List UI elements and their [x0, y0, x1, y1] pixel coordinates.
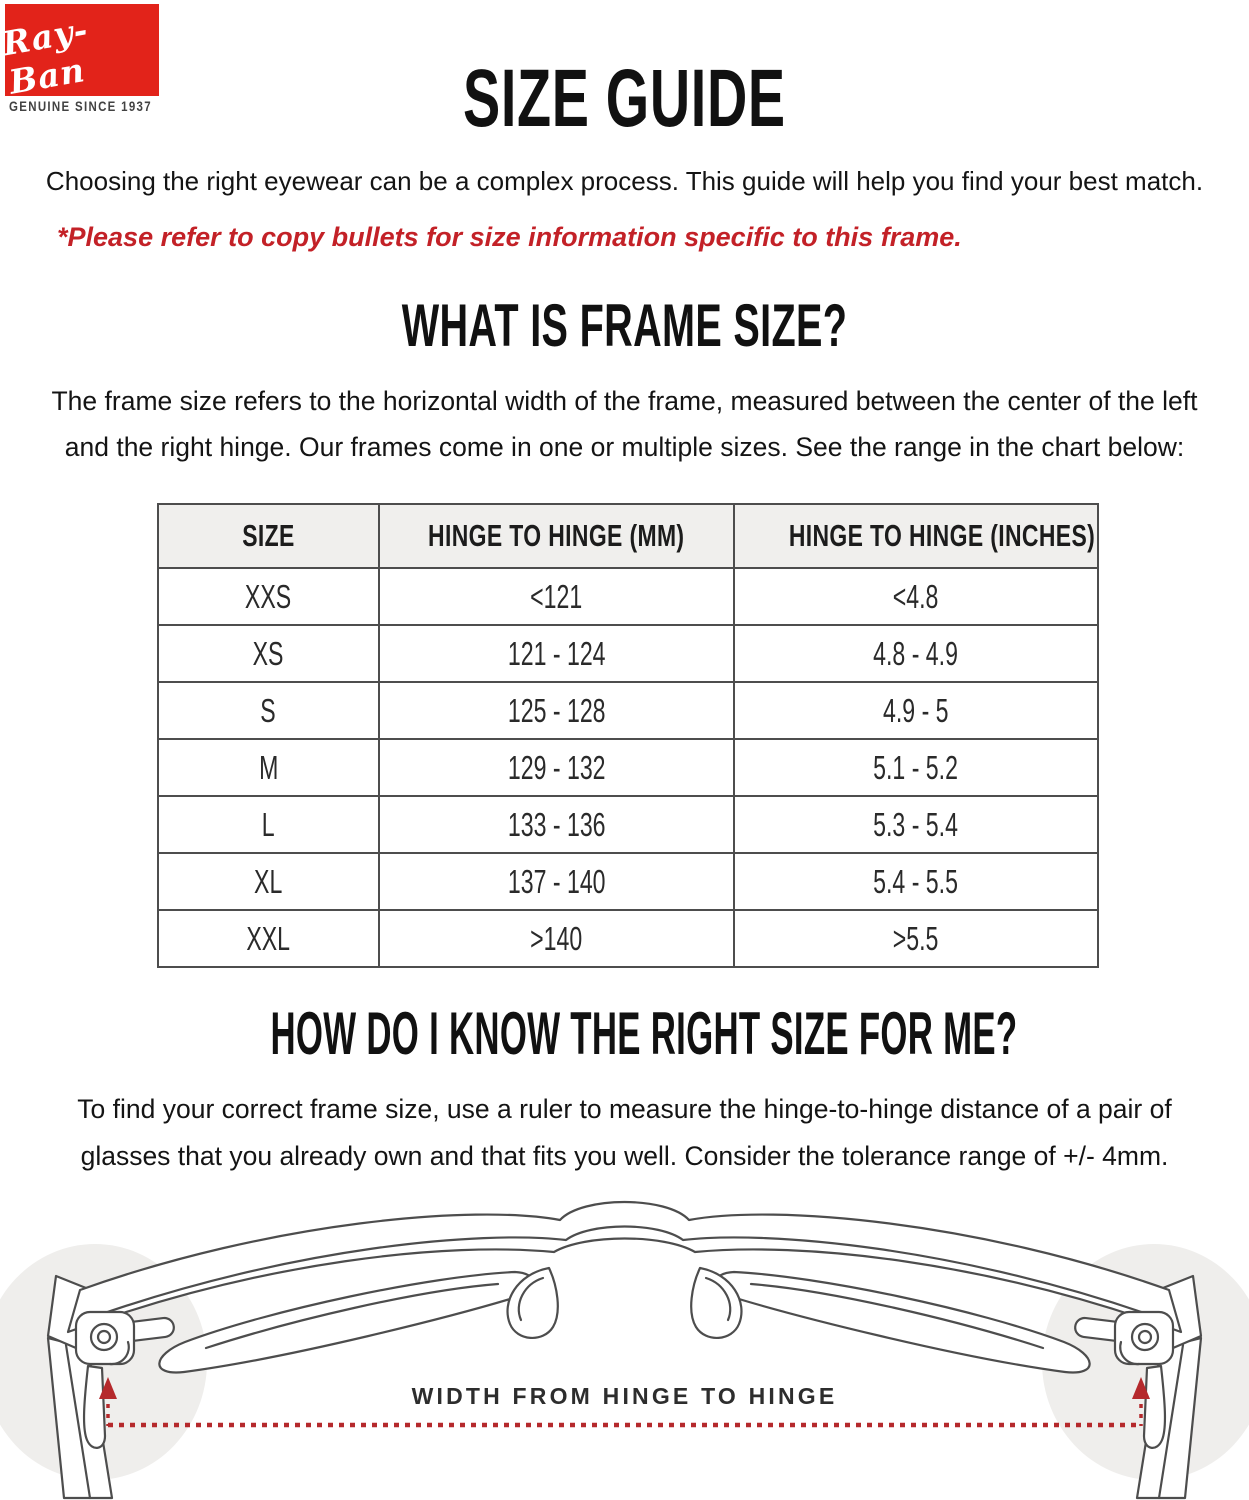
- size-table: SIZE HINGE TO HINGE (MM) HINGE TO HINGE …: [157, 503, 1099, 968]
- frame-specific-note: *Please refer to copy bullets for size i…: [57, 222, 962, 252]
- right-size-heading-text: HOW DO I KNOW THE RIGHT SIZE FOR ME?: [270, 1000, 1018, 1067]
- cell-size: L: [157, 795, 380, 854]
- page-title: SIZE GUIDE: [0, 56, 1249, 158]
- cell-size-text: M: [258, 748, 279, 786]
- cell-size: XL: [157, 852, 380, 911]
- frame-front-detail-line: [94, 1225, 1155, 1318]
- cell-mm-text: 137 - 140: [507, 862, 606, 900]
- cell-inches-text: 5.1 - 5.2: [873, 748, 959, 786]
- table-row-m: M 129 - 132 5.1 - 5.2: [157, 738, 1099, 797]
- cell-inches: 5.3 - 5.4: [733, 795, 1099, 854]
- cell-size: XS: [157, 624, 380, 683]
- frame-size-description: The frame size refers to the horizontal …: [0, 378, 1249, 470]
- left-hinge-screw-center-icon: [96, 1329, 112, 1345]
- left-temple-tip: [82, 1364, 107, 1449]
- cell-inches-text: 5.3 - 5.4: [873, 805, 959, 843]
- right-hinge-ring: [1119, 1340, 1141, 1366]
- left-lens-detail-line: [204, 1282, 500, 1350]
- right-size-heading: HOW DO I KNOW THE RIGHT SIZE FOR ME?: [0, 1002, 1249, 1079]
- page-title-text: SIZE GUIDE: [463, 53, 786, 144]
- right-hinge-screw-center-icon: [1137, 1329, 1153, 1345]
- cell-inches-text: >5.5: [893, 919, 939, 957]
- table-row-l: L 133 - 136 5.3 - 5.4: [157, 795, 1099, 854]
- cell-inches-text: 4.8 - 4.9: [873, 634, 959, 672]
- cell-mm: 121 - 124: [378, 624, 735, 683]
- table-row-s: S 125 - 128 4.9 - 5: [157, 681, 1099, 740]
- right-measure-arrow-up-icon: [1132, 1377, 1150, 1399]
- left-nose-pad-detail: [517, 1276, 545, 1322]
- frame-size-heading-text: WHAT IS FRAME SIZE?: [401, 292, 848, 359]
- table-row-xxl: XXL >140 >5.5: [157, 909, 1099, 968]
- right-temple-tip: [1142, 1364, 1167, 1449]
- header-inches-text: HINGE TO HINGE (INCHES): [788, 518, 1096, 553]
- cell-inches-text: 5.4 - 5.5: [873, 862, 959, 900]
- frame-size-description-line2: and the right hinge. Our frames come in …: [64, 432, 1185, 462]
- cell-mm-text: 121 - 124: [507, 634, 606, 672]
- cell-size-text: XL: [254, 862, 283, 900]
- cell-size: XXL: [157, 909, 380, 968]
- left-hinge-ring: [108, 1340, 130, 1366]
- right-temple-detail-line: [1157, 1343, 1185, 1500]
- cell-mm: 137 - 140: [378, 852, 735, 911]
- cell-inches-text: 4.9 - 5: [883, 691, 949, 729]
- frame-front: [66, 1201, 1183, 1334]
- cell-mm-text: 125 - 128: [507, 691, 606, 729]
- table-row-xxs: XXS <121 <4.8: [157, 567, 1099, 626]
- cell-mm-text: <121: [530, 577, 583, 615]
- cell-inches: 4.8 - 4.9: [733, 624, 1099, 683]
- cell-mm: 129 - 132: [378, 738, 735, 797]
- right-nose-pad-detail: [704, 1276, 732, 1322]
- cell-size-text: XS: [253, 634, 284, 672]
- cell-size: S: [157, 681, 380, 740]
- table-row-xl: XL 137 - 140 5.4 - 5.5: [157, 852, 1099, 911]
- header-mm-text: HINGE TO HINGE (MM): [428, 518, 685, 553]
- right-lens-detail-line: [749, 1282, 1045, 1350]
- right-size-description-line2: glasses that you already own and that fi…: [80, 1141, 1169, 1171]
- cell-inches-text: <4.8: [893, 577, 939, 615]
- cell-inches: 5.4 - 5.5: [733, 852, 1099, 911]
- frame-size-description-line1: The frame size refers to the horizontal …: [51, 386, 1198, 416]
- cell-inches: >5.5: [733, 909, 1099, 968]
- left-measure-arrow-up-icon: [99, 1377, 117, 1399]
- cell-size: M: [157, 738, 380, 797]
- cell-inches: 4.9 - 5: [733, 681, 1099, 740]
- intro-text: Choosing the right eyewear can be a comp…: [45, 166, 1204, 196]
- left-temple-detail-line: [64, 1343, 92, 1500]
- size-table-header-inches: HINGE TO HINGE (INCHES): [733, 503, 1099, 569]
- right-size-description: To find your correct frame size, use a r…: [0, 1086, 1249, 1180]
- cell-inches: 5.1 - 5.2: [733, 738, 1099, 797]
- cell-mm: <121: [378, 567, 735, 626]
- cell-mm: 133 - 136: [378, 795, 735, 854]
- cell-inches: <4.8: [733, 567, 1099, 626]
- right-size-description-line1: To find your correct frame size, use a r…: [77, 1094, 1172, 1124]
- table-row-xs: XS 121 - 124 4.8 - 4.9: [157, 624, 1099, 683]
- size-table-header-mm: HINGE TO HINGE (MM): [378, 503, 735, 569]
- rayban-logo-box: Ray-Ban: [0, 4, 159, 102]
- cell-size-text: XXL: [246, 919, 291, 957]
- cell-mm-text: 129 - 132: [507, 748, 606, 786]
- hinge-width-label: WIDTH FROM HINGE TO HINGE: [411, 1383, 838, 1409]
- cell-size-text: XXS: [245, 577, 292, 615]
- cell-mm-text: 133 - 136: [507, 805, 606, 843]
- header-size-text: SIZE: [242, 518, 295, 553]
- cell-size-text: S: [260, 691, 277, 729]
- size-table-header-row: SIZE HINGE TO HINGE (MM) HINGE TO HINGE …: [157, 503, 1099, 569]
- frame-size-heading: WHAT IS FRAME SIZE?: [0, 294, 1249, 371]
- cell-mm: 125 - 128: [378, 681, 735, 740]
- cell-mm: >140: [378, 909, 735, 968]
- cell-size-text: L: [262, 805, 275, 843]
- glasses-top-view-illustration: [0, 1201, 1249, 1500]
- size-table-header-size: SIZE: [157, 503, 380, 569]
- rayban-tagline: GENUINE SINCE 1937: [9, 98, 152, 114]
- cell-size: XXS: [157, 567, 380, 626]
- cell-mm-text: >140: [530, 919, 583, 957]
